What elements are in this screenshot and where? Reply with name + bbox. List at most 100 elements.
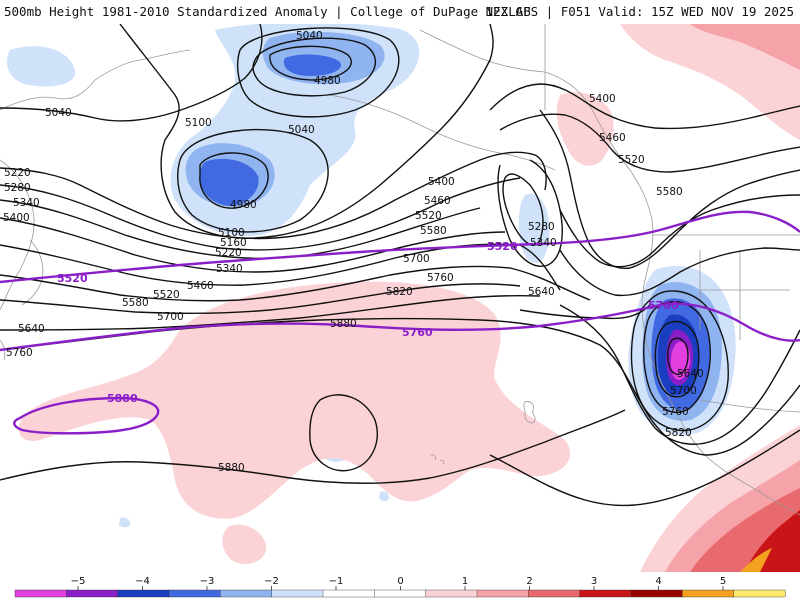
height-contour-labels: 5040 4980 5040 5100 5040 4980 5100 5160 … [3, 30, 704, 474]
island [523, 401, 536, 424]
height-contour-line [489, 429, 800, 507]
border [699, 250, 790, 340]
height-contour-line [539, 109, 800, 269]
anomaly-area [620, 24, 800, 140]
height-contour-line [0, 217, 506, 273]
colorbar-swatch [220, 589, 273, 598]
anomaly-area [6, 46, 76, 87]
coastline [0, 49, 191, 111]
contour-label: 5040 [45, 107, 72, 119]
contour-label: 5580 [420, 225, 447, 237]
height-contour-line [559, 247, 800, 297]
contour-label: 5280 [528, 221, 555, 233]
contour-label: 5400 [589, 93, 616, 105]
anomaly-area [690, 24, 800, 70]
colorbar-tick-label: −4 [135, 576, 150, 587]
climo-label: 5520 [487, 240, 518, 253]
anomaly-area [18, 281, 571, 519]
colorbar-tick-label: −5 [71, 576, 86, 587]
height-contour-line [0, 409, 626, 484]
height-contour-line [0, 24, 263, 122]
colorbar-swatch [168, 589, 221, 598]
contour-label: 5640 [677, 368, 704, 380]
colorbar-tick-label: 0 [397, 576, 403, 587]
contour-label: 5100 [185, 117, 212, 129]
height-contour-line [309, 394, 378, 472]
contour-label: 5880 [330, 318, 357, 330]
height-contour-line [252, 37, 376, 97]
anomaly-area [670, 341, 691, 380]
colorbar-tick-label: −2 [264, 576, 279, 587]
anomaly-area [119, 517, 131, 528]
coastline [21, 239, 44, 306]
height-contour-line [119, 24, 494, 239]
contour-label: 5760 [427, 272, 454, 284]
contour-label: 5820 [665, 427, 692, 439]
contour-label: 5700 [403, 253, 430, 265]
colorbar-swatch [476, 589, 529, 598]
climo-label: 5520 [57, 272, 88, 285]
climatology-contours [0, 210, 800, 435]
colorbar-tick-label: 1 [462, 576, 468, 587]
colorbar-swatch [630, 589, 683, 598]
colorbar-swatch [425, 589, 478, 598]
contour-label: 5340 [13, 197, 40, 209]
height-contour-line [559, 304, 800, 445]
height-contour-line [269, 45, 352, 81]
height-contour-line [237, 27, 400, 118]
contour-label: 5700 [670, 385, 697, 397]
contour-label: 5340 [216, 263, 243, 275]
contour-label: 5520 [415, 210, 442, 222]
border [699, 399, 800, 413]
contour-label: 5460 [187, 280, 214, 292]
height-contour-line [199, 152, 269, 209]
climo-contour-line [13, 396, 160, 435]
anomaly-area [283, 54, 341, 76]
height-contour-line [630, 290, 729, 432]
height-contour-line [667, 337, 689, 375]
colorbar-swatch [579, 589, 632, 598]
contour-label: 5460 [424, 195, 451, 207]
contour-label: 5520 [153, 289, 180, 301]
colorbar-tick-label: 5 [720, 576, 726, 587]
contour-label: 5760 [662, 406, 689, 418]
colorbar-swatch [733, 589, 786, 598]
anomaly-map: 5040 4980 5040 5100 5040 4980 5100 5160 … [0, 24, 800, 572]
contour-label: 5580 [122, 297, 149, 309]
height-contour-line [0, 294, 541, 331]
contour-label: 4980 [314, 75, 341, 87]
colorbar-swatches [14, 589, 786, 598]
height-contour-line [499, 113, 800, 173]
contour-label: 5880 [218, 462, 245, 474]
colorbar-tick-label: 3 [591, 576, 597, 587]
height-contours [0, 24, 800, 507]
anomaly-area [200, 158, 259, 206]
positive-anomaly-shading [18, 24, 800, 572]
model-run-info: 12Z GFS | F051 Valid: 15Z WED NOV 19 202… [485, 4, 794, 19]
colorbar-tick-label: 2 [526, 576, 532, 587]
contour-label: 5220 [4, 167, 31, 179]
contour-label: 5340 [530, 237, 557, 249]
anomaly-area [740, 548, 772, 572]
colorbar-tick-label: 4 [655, 576, 661, 587]
contour-label: 5520 [618, 154, 645, 166]
height-contour-line [177, 128, 329, 233]
contour-label: 5700 [157, 311, 184, 323]
contour-label: 5040 [296, 30, 323, 42]
contour-label: 5460 [599, 132, 626, 144]
height-contour-line [0, 265, 591, 302]
contour-label: 5580 [656, 186, 683, 198]
contour-label: 5160 [220, 237, 247, 249]
contour-label: 5400 [428, 176, 455, 188]
height-contour-line [519, 304, 651, 320]
colorbar-swatch [117, 589, 170, 598]
height-contour-line [559, 194, 800, 268]
contour-label: 5640 [18, 323, 45, 335]
climatology-labels: 5520 5520 5760 5760 5880 [57, 240, 679, 405]
colorbar-swatch [66, 589, 119, 598]
colorbar-swatch [682, 589, 735, 598]
anomaly-area [379, 491, 390, 502]
colorbar-swatch [374, 589, 427, 598]
contour-label: 5220 [215, 247, 242, 259]
map-header: 500mb Height 1981-2010 Standardized Anom… [0, 0, 800, 24]
